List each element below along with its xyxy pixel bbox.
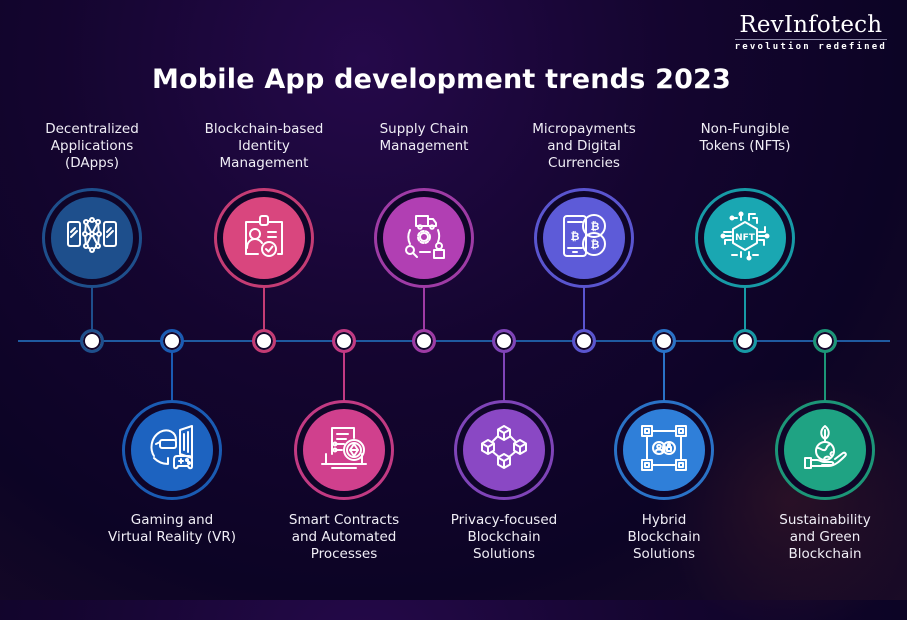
brand-tagline: revolution redefined bbox=[734, 42, 887, 52]
trend-node bbox=[294, 400, 394, 500]
green-earth-hand-icon bbox=[799, 422, 851, 478]
trend-label: Privacy-focused Blockchain Solutions bbox=[419, 512, 589, 563]
bitcoin-phone-icon: ₿ ₿ ₿ bbox=[558, 210, 610, 266]
trend-node: ₿ ₿ ₿ bbox=[534, 188, 634, 288]
connector-stem bbox=[583, 286, 585, 341]
trend-node bbox=[454, 400, 554, 500]
svg-text:₿: ₿ bbox=[591, 238, 600, 251]
trend-label-line: Supply Chain bbox=[379, 121, 469, 137]
trend-label-line: Blockchain-based bbox=[204, 121, 324, 137]
trend-label: Gaming and Virtual Reality (VR) bbox=[87, 512, 257, 546]
trend-label-line: and Automated bbox=[291, 529, 397, 545]
trend-node bbox=[122, 400, 222, 500]
trend-node bbox=[775, 400, 875, 500]
trend-label: Blockchain-based Identity Management bbox=[179, 121, 349, 172]
trend-label-line: Management bbox=[379, 138, 469, 154]
trend-label: Sustainability and Green Blockchain bbox=[740, 512, 907, 563]
trend-node-fill bbox=[303, 409, 385, 491]
timeline-dot bbox=[492, 329, 516, 353]
trend-label-line: Solutions bbox=[472, 546, 536, 562]
trend-label-line: Decentralized bbox=[45, 121, 139, 137]
timeline-dot bbox=[572, 329, 596, 353]
trend-label-line: Processes bbox=[310, 546, 378, 562]
trend-node-fill: ₿ ₿ ₿ bbox=[543, 197, 625, 279]
smart-contract-icon bbox=[318, 422, 370, 478]
connector-stem bbox=[171, 341, 173, 402]
timeline-dot bbox=[652, 329, 676, 353]
svg-text:₿: ₿ bbox=[571, 230, 580, 243]
trend-label: Micropayments and Digital Currencies bbox=[499, 121, 669, 172]
brand-name: RevInfotech bbox=[734, 12, 887, 40]
trend-label-line: Management bbox=[219, 155, 309, 171]
page-title: Mobile App development trends 2023 bbox=[151, 64, 732, 95]
nft-chip-icon: NFT bbox=[719, 210, 771, 266]
vr-gaming-icon bbox=[146, 422, 198, 478]
supply-chain-icon bbox=[398, 210, 450, 266]
trend-node bbox=[214, 188, 314, 288]
trend-label-line: Solutions bbox=[632, 546, 696, 562]
svg-text:NFT: NFT bbox=[735, 233, 756, 243]
connector-stem bbox=[423, 286, 425, 341]
trend-node-fill bbox=[463, 409, 545, 491]
connector-stem bbox=[91, 286, 93, 341]
timeline-dot bbox=[160, 329, 184, 353]
timeline-dot bbox=[252, 329, 276, 353]
trend-label: Supply Chain Management bbox=[339, 121, 509, 155]
trend-node-fill: NFT bbox=[704, 197, 786, 279]
trend-label: Hybrid Blockchain Solutions bbox=[579, 512, 749, 563]
brand-logo: RevInfotech revolution redefined bbox=[734, 12, 887, 52]
trend-label-line: Hybrid bbox=[641, 512, 687, 528]
connector-stem bbox=[503, 341, 505, 402]
trend-node-fill bbox=[383, 197, 465, 279]
timeline-dot bbox=[80, 329, 104, 353]
trend-label-line: Privacy-focused bbox=[450, 512, 558, 528]
trend-label-line: Blockchain bbox=[467, 529, 541, 545]
timeline-dot bbox=[332, 329, 356, 353]
trend-label: Non-Fungible Tokens (NFTs) bbox=[660, 121, 830, 155]
trend-label-line: Smart Contracts bbox=[288, 512, 400, 528]
trend-label-line: (DApps) bbox=[64, 155, 120, 171]
trend-node-fill bbox=[51, 197, 133, 279]
timeline-line bbox=[18, 340, 890, 342]
trend-node bbox=[42, 188, 142, 288]
trend-node-fill bbox=[623, 409, 705, 491]
trend-node-fill bbox=[784, 409, 866, 491]
trend-label-line: Applications bbox=[50, 138, 134, 154]
blockchain-cubes-icon bbox=[478, 422, 530, 478]
trend-label-line: and Green bbox=[789, 529, 861, 545]
timeline-dot bbox=[813, 329, 837, 353]
timeline-dot bbox=[412, 329, 436, 353]
trend-label: Smart Contracts and Automated Processes bbox=[259, 512, 429, 563]
connector-stem bbox=[744, 286, 746, 341]
svg-text:₿: ₿ bbox=[591, 220, 600, 233]
trend-label-line: and Digital bbox=[547, 138, 621, 154]
trend-node-fill bbox=[131, 409, 213, 491]
trend-label-line: Virtual Reality (VR) bbox=[108, 529, 236, 545]
timeline-dot bbox=[733, 329, 757, 353]
trend-node bbox=[614, 400, 714, 500]
hybrid-blockchain-icon bbox=[638, 422, 690, 478]
connector-stem bbox=[343, 341, 345, 402]
id-card-check-icon bbox=[238, 210, 290, 266]
trend-label: Decentralized Applications (DApps) bbox=[7, 121, 177, 172]
trend-label-line: Non-Fungible bbox=[700, 121, 790, 137]
trend-label-line: Micropayments bbox=[532, 121, 636, 137]
connector-stem bbox=[263, 286, 265, 341]
trend-label-line: Identity bbox=[238, 138, 290, 154]
trend-node-fill bbox=[223, 197, 305, 279]
trend-node bbox=[374, 188, 474, 288]
connector-stem bbox=[824, 341, 826, 402]
connector-stem bbox=[663, 341, 665, 402]
trend-label-line: Tokens (NFTs) bbox=[699, 138, 791, 154]
trend-label-line: Sustainability bbox=[779, 512, 871, 528]
dapps-network-icon bbox=[66, 210, 118, 266]
trend-label-line: Gaming and bbox=[130, 512, 214, 528]
trend-label-line: Blockchain bbox=[788, 546, 862, 562]
trend-node: NFT bbox=[695, 188, 795, 288]
trend-label-line: Blockchain bbox=[627, 529, 701, 545]
trend-label-line: Currencies bbox=[548, 155, 620, 171]
